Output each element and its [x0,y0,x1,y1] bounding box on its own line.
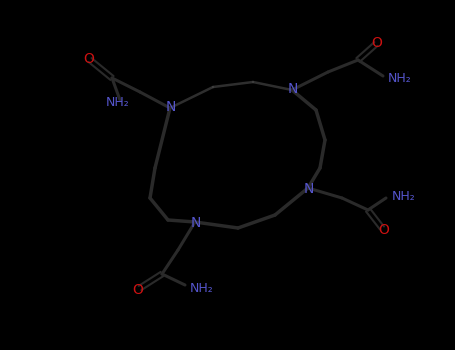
Text: N: N [288,82,298,96]
Text: NH₂: NH₂ [190,281,214,294]
Text: NH₂: NH₂ [392,189,416,203]
Text: N: N [191,216,201,230]
Text: NH₂: NH₂ [106,96,130,108]
Text: O: O [372,36,383,50]
Text: NH₂: NH₂ [388,71,412,84]
Text: N: N [166,100,176,114]
Text: O: O [132,283,143,297]
Text: O: O [379,223,389,237]
Text: O: O [84,52,95,66]
Text: N: N [304,182,314,196]
